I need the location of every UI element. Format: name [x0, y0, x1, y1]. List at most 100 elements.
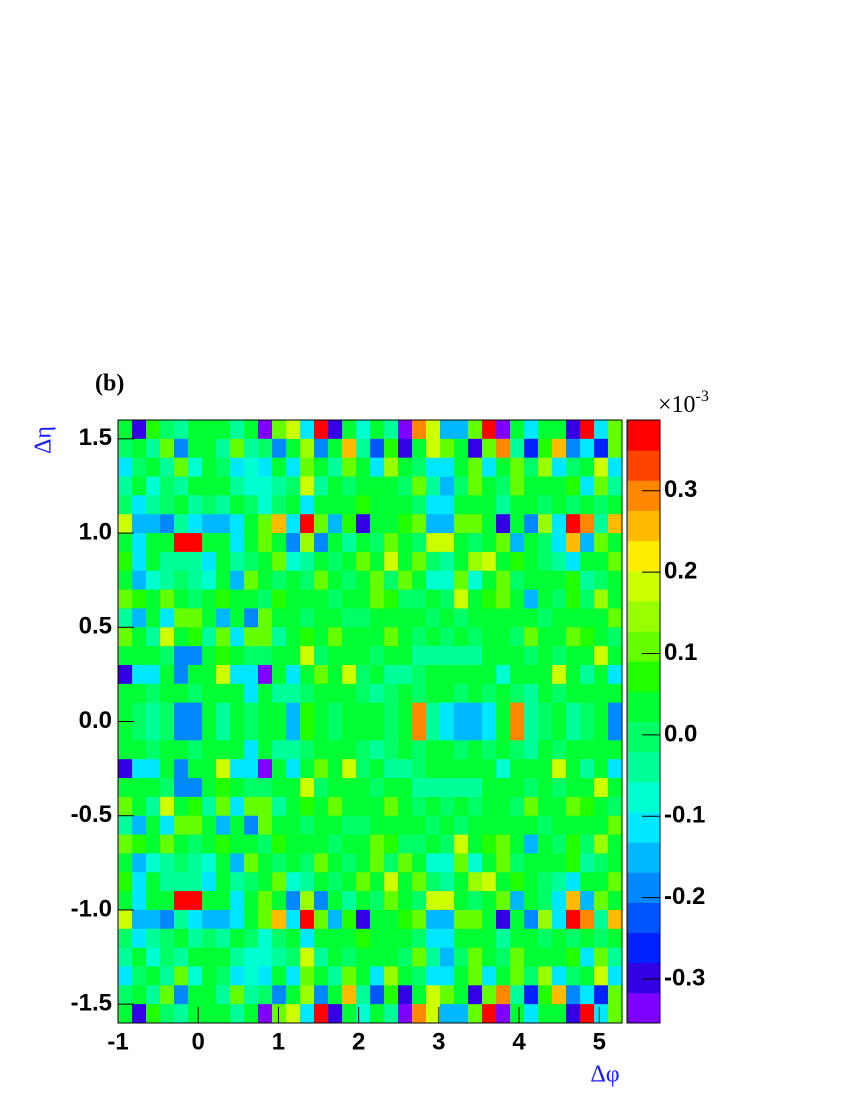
- heatmap-cell: [510, 834, 525, 854]
- heatmap-cell: [426, 985, 441, 1005]
- heatmap-cell: [454, 702, 469, 722]
- heatmap-cell: [356, 420, 371, 440]
- heatmap-cell: [538, 570, 553, 591]
- heatmap-cell: [118, 891, 133, 911]
- heatmap-cell: [496, 1004, 511, 1024]
- heatmap-cell: [482, 891, 497, 911]
- heatmap-cell: [132, 1004, 147, 1024]
- heatmap-cell: [132, 702, 147, 722]
- heatmap-cell: [412, 909, 427, 930]
- heatmap-cell: [146, 457, 161, 478]
- heatmap-cell: [608, 928, 623, 949]
- heatmap-cell: [440, 514, 455, 534]
- heatmap-cell: [412, 891, 427, 911]
- heatmap-cell: [440, 759, 455, 779]
- heatmap-cell: [272, 778, 287, 798]
- heatmap-cell: [524, 476, 539, 496]
- heatmap-cell: [454, 796, 469, 817]
- heatmap-cell: [426, 909, 441, 930]
- heatmap-cell: [286, 589, 301, 609]
- heatmap-cell: [314, 420, 329, 440]
- heatmap-cell: [580, 702, 595, 722]
- heatmap-cell: [216, 438, 231, 459]
- heatmap-cell: [132, 721, 147, 741]
- heatmap-cell: [174, 721, 189, 741]
- heatmap-cell: [202, 608, 217, 628]
- heatmap-cell: [594, 570, 609, 591]
- heatmap-cell: [412, 872, 427, 892]
- heatmap-cell: [146, 476, 161, 496]
- heatmap-cell: [608, 457, 623, 478]
- heatmap-cell: [286, 815, 301, 836]
- heatmap-cell: [594, 438, 609, 459]
- heatmap-cell: [286, 778, 301, 798]
- heatmap-cell: [216, 495, 231, 515]
- heatmap-cell: [146, 551, 161, 572]
- heatmap-cell: [174, 608, 189, 628]
- heatmap-cell: [216, 570, 231, 591]
- heatmap-cell: [496, 985, 511, 1005]
- heatmap-cell: [454, 589, 469, 609]
- heatmap-cell: [454, 420, 469, 440]
- heatmap-cell: [300, 759, 315, 779]
- heatmap-cell: [202, 551, 217, 572]
- heatmap-cell: [188, 514, 203, 534]
- heatmap-cell: [496, 570, 511, 591]
- heatmap-cell: [510, 1004, 525, 1024]
- heatmap-cell: [146, 589, 161, 609]
- heatmap-cell: [566, 514, 581, 534]
- heatmap-cell: [440, 646, 455, 666]
- heatmap-cell: [496, 947, 511, 967]
- heatmap-cell: [300, 608, 315, 628]
- heatmap-cell: [342, 909, 357, 930]
- heatmap-cell: [440, 438, 455, 459]
- heatmap-cell: [300, 664, 315, 685]
- heatmap-cell: [230, 533, 245, 553]
- heatmap-cell: [314, 589, 329, 609]
- heatmap-cell: [594, 627, 609, 647]
- heatmap-cell: [258, 420, 273, 440]
- heatmap-cell: [314, 928, 329, 949]
- heatmap-cell: [510, 646, 525, 666]
- colorbar-band: [627, 480, 660, 511]
- heatmap-cell: [524, 533, 539, 553]
- heatmap-cell: [174, 570, 189, 591]
- heatmap-cell: [538, 589, 553, 609]
- heatmap-cell: [496, 928, 511, 949]
- heatmap-cell: [594, 514, 609, 534]
- heatmap-cell: [244, 909, 259, 930]
- heatmap-cell: [370, 872, 385, 892]
- heatmap-cell: [580, 570, 595, 591]
- heatmap-cell: [258, 796, 273, 817]
- heatmap-cell: [468, 551, 483, 572]
- heatmap-cell: [160, 834, 175, 854]
- heatmap-cell: [440, 627, 455, 647]
- heatmap-cell: [594, 646, 609, 666]
- heatmap-cell: [300, 495, 315, 515]
- heatmap-cell: [188, 438, 203, 459]
- heatmap-cell: [426, 589, 441, 609]
- heatmap-cell: [230, 627, 245, 647]
- x-axis-label: Δφ: [590, 1062, 619, 1088]
- heatmap-cell: [356, 646, 371, 666]
- heatmap-cell: [202, 778, 217, 798]
- heatmap-cell: [468, 495, 483, 515]
- heatmap-cell: [580, 947, 595, 967]
- heatmap-cell: [482, 759, 497, 779]
- heatmap-cell: [300, 796, 315, 817]
- heatmap-cell: [132, 646, 147, 666]
- heatmap-cell: [174, 551, 189, 572]
- heatmap-cell: [230, 608, 245, 628]
- heatmap-cell: [202, 627, 217, 647]
- heatmap-cell: [552, 759, 567, 779]
- heatmap-cell: [356, 664, 371, 685]
- heatmap-cell: [216, 966, 231, 986]
- heatmap-cell: [594, 928, 609, 949]
- heatmap-cell: [580, 438, 595, 459]
- heatmap-cell: [594, 853, 609, 873]
- heatmap-cell: [566, 683, 581, 704]
- heatmap-cell: [356, 627, 371, 647]
- heatmap-cell: [552, 834, 567, 854]
- heatmap-cell: [118, 834, 133, 854]
- heatmap-cell: [272, 891, 287, 911]
